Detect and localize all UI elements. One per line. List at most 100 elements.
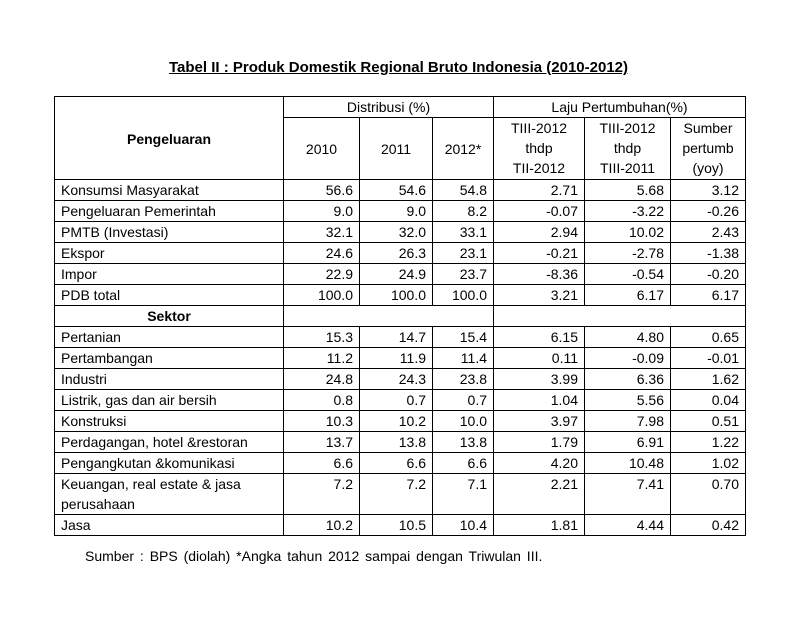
table-cell: 1.62 [670, 368, 746, 390]
table-cell: 6.6 [432, 452, 494, 474]
table-cell: 24.8 [283, 368, 360, 390]
table-cell: 1.79 [493, 431, 585, 453]
table-cell: 10.48 [584, 452, 671, 474]
header-line: TII-2012 [512, 160, 566, 176]
table-cell: 32.0 [359, 221, 433, 243]
table-cell: 10.4 [432, 514, 494, 536]
table-cell: 32.1 [283, 221, 360, 243]
header-line: TIII-2011 [600, 160, 655, 176]
table-row: Pertambangan 11.2 11.9 11.4 0.11 -0.09 -0.01 [54, 347, 746, 369]
table-cell: 6.36 [584, 368, 671, 390]
table-cell: 2.94 [493, 221, 585, 243]
table-row: Konsumsi Masyarakat 56.6 54.6 54.8 2.71 5.68 3… [54, 179, 746, 201]
table-row: Konstruksi 10.3 10.2 10.0 3.97 7.98 0.51 [54, 410, 746, 432]
row-label: Pertanian [54, 326, 284, 348]
header-growth-yoy: TIII-2012 thdp TIII-2011 [584, 117, 671, 180]
table-cell: 3.12 [670, 179, 746, 201]
table-row: Perdagangan, hotel &restoran 13.7 13.8 13.8… [54, 431, 746, 453]
table-cell: 10.0 [432, 410, 494, 432]
row-label: Perdagangan, hotel &restoran [54, 431, 284, 453]
table-cell: 6.17 [670, 284, 746, 306]
header-line: pertumb [682, 140, 734, 156]
table-cell: 4.80 [584, 326, 671, 348]
header-line: thdp [525, 140, 553, 156]
table-cell: 10.02 [584, 221, 671, 243]
table-cell: -0.20 [670, 263, 746, 285]
table-cell: 24.6 [283, 242, 360, 264]
table-cell: 100.0 [283, 284, 360, 306]
table-cell: 23.8 [432, 368, 494, 390]
row-label: PMTB (Investasi) [54, 221, 284, 243]
row-label: Pertambangan [54, 347, 284, 369]
table-cell: 1.04 [493, 389, 585, 411]
table-cell: 4.44 [584, 514, 671, 536]
row-label: Industri [54, 368, 284, 390]
table-cell: 56.6 [283, 179, 360, 201]
table-cell: 1.22 [670, 431, 746, 453]
table-row: Jasa 10.2 10.5 10.4 1.81 4.44 0.42 [54, 514, 746, 536]
table-cell: 0.04 [670, 389, 746, 411]
empty-cell [493, 305, 746, 327]
table-cell: -0.07 [493, 200, 585, 222]
table-cell: 6.6 [283, 452, 360, 474]
row-label: PDB total [54, 284, 284, 306]
table-cell: 8.2 [432, 200, 494, 222]
table-cell: -0.54 [584, 263, 671, 285]
table-cell: -8.36 [493, 263, 585, 285]
table-cell: 0.11 [493, 347, 585, 369]
header-line: Sumber [683, 120, 733, 136]
table-cell: 0.7 [359, 389, 433, 411]
table-cell: 10.2 [283, 514, 360, 536]
row-label: Konsumsi Masyarakat [54, 179, 284, 201]
sektor-heading-row: Sektor [54, 305, 746, 327]
header-growth-qoq: TIII-2012 thdp TII-2012 [493, 117, 585, 180]
table-cell: 24.3 [359, 368, 433, 390]
table-cell: 54.6 [359, 179, 433, 201]
table-cell: 33.1 [432, 221, 494, 243]
table-cell: 11.4 [432, 347, 494, 369]
table-cell: 14.7 [359, 326, 433, 348]
table-title: Tabel II : Produk Domestik Regional Brut… [169, 59, 628, 76]
table-cell: 7.1 [432, 473, 494, 515]
table-cell: 26.3 [359, 242, 433, 264]
table-cell: 7.98 [584, 410, 671, 432]
table-cell: 0.8 [283, 389, 360, 411]
table-cell: 13.8 [359, 431, 433, 453]
table-cell: 3.21 [493, 284, 585, 306]
table-cell: -0.01 [670, 347, 746, 369]
footnote: Sumber : BPS (diolah) *Angka tahun 2012 … [85, 548, 543, 564]
table-cell: 22.9 [283, 263, 360, 285]
table-cell: 0.70 [670, 473, 746, 515]
header-year-2012: 2012* [432, 117, 494, 180]
table-cell: 6.15 [493, 326, 585, 348]
table-cell: 9.0 [283, 200, 360, 222]
table-cell: -2.78 [584, 242, 671, 264]
table-cell: -1.38 [670, 242, 746, 264]
table-row: Pengangkutan &komunikasi 6.6 6.6 6.6 4.20 10.… [54, 452, 746, 474]
row-label: Jasa [54, 514, 284, 536]
table-cell: 6.6 [359, 452, 433, 474]
table-row: Pengeluaran Pemerintah 9.0 9.0 8.2 -0.07 -3.2… [54, 200, 746, 222]
table-cell: -0.21 [493, 242, 585, 264]
header-distribusi: Distribusi (%) [283, 96, 494, 118]
table-cell: 2.71 [493, 179, 585, 201]
table-cell: -0.26 [670, 200, 746, 222]
table-cell: 2.21 [493, 473, 585, 515]
table-cell: 2.43 [670, 221, 746, 243]
header-laju-pertumbuhan: Laju Pertumbuhan(%) [493, 96, 746, 118]
table-cell: 0.51 [670, 410, 746, 432]
table-cell: 13.8 [432, 431, 494, 453]
table-cell: 6.17 [584, 284, 671, 306]
table-cell: 0.42 [670, 514, 746, 536]
header-line: TIII-2012 [510, 120, 568, 136]
table-cell: 10.5 [359, 514, 433, 536]
table-cell: 100.0 [359, 284, 433, 306]
table-cell: 13.7 [283, 431, 360, 453]
row-label: Konstruksi [54, 410, 284, 432]
row-label: Impor [54, 263, 284, 285]
header-line: (yoy) [692, 160, 724, 176]
table-cell: 3.99 [493, 368, 585, 390]
table-cell: -0.09 [584, 347, 671, 369]
row-label: Keuangan, real estate & jasa perusahaan [54, 473, 284, 515]
table-cell: 7.2 [359, 473, 433, 515]
